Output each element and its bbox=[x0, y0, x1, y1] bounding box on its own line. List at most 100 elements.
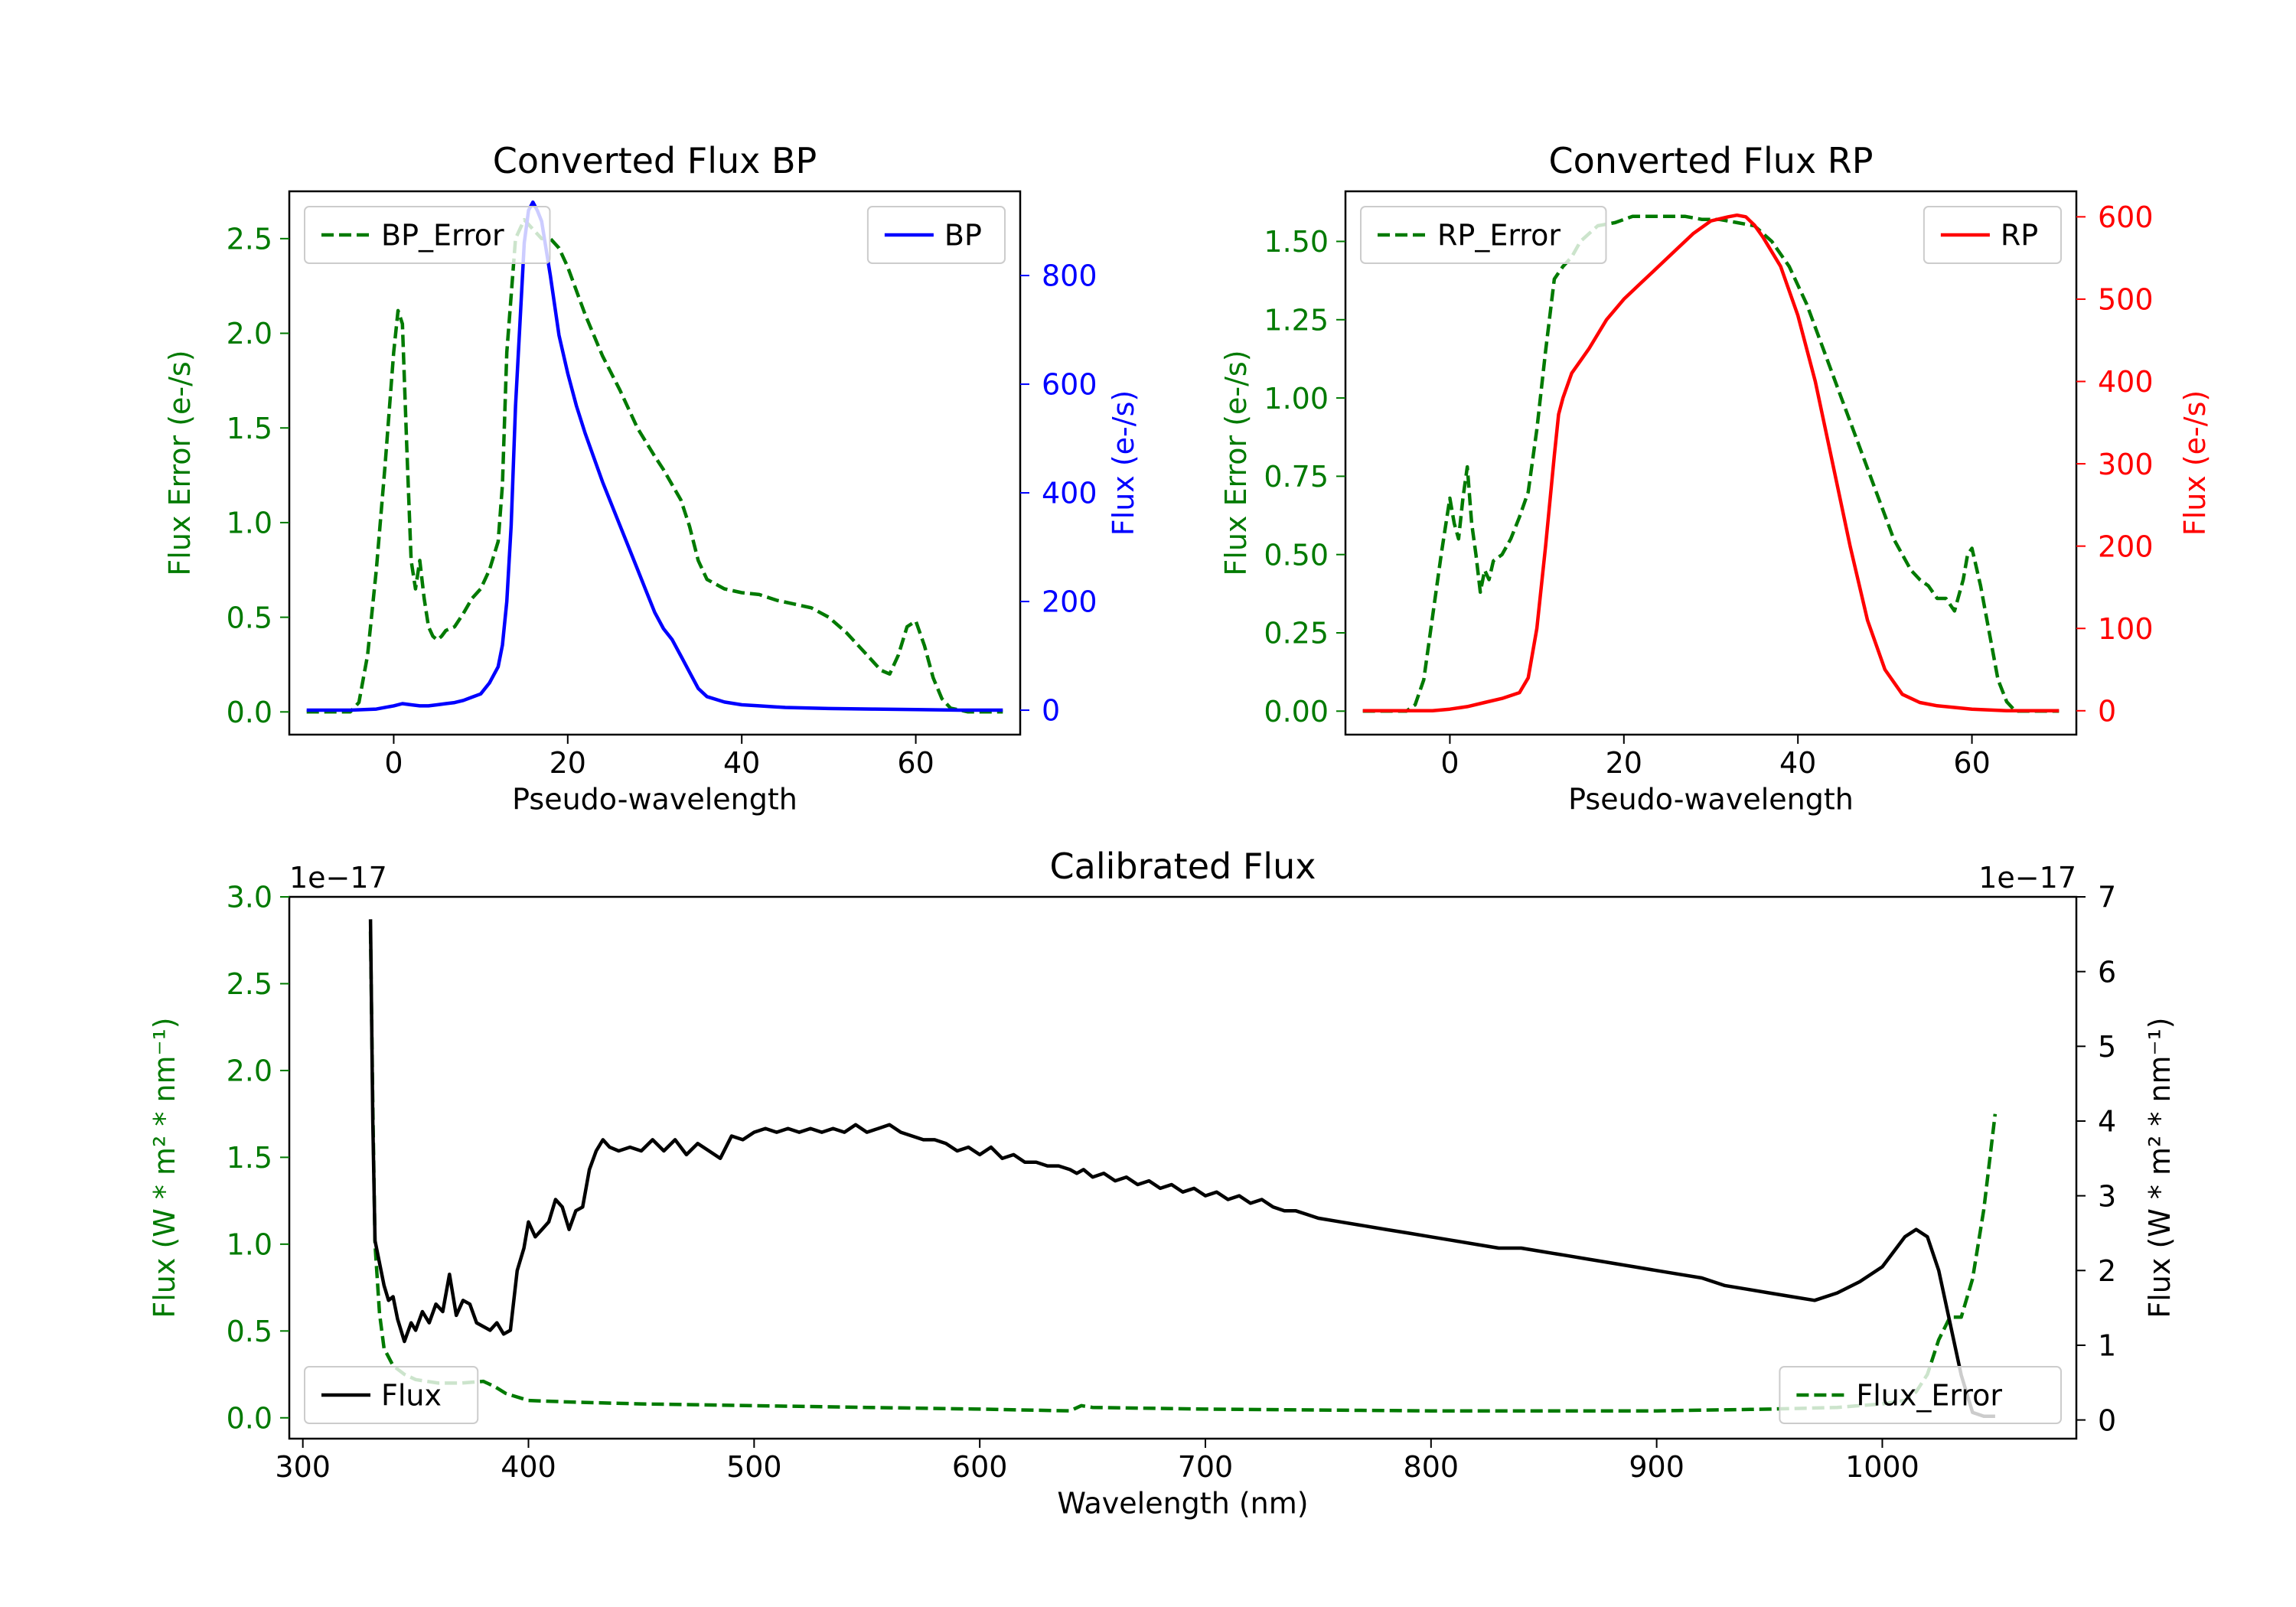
x-tick-label: 400 bbox=[501, 1450, 556, 1484]
series-rp-line bbox=[1362, 213, 2060, 713]
legend-flux-error: Flux_Error bbox=[1779, 1366, 2062, 1424]
legend-box bbox=[1779, 1366, 2062, 1424]
y-left-tick-label: 1.00 bbox=[1264, 382, 1329, 416]
x-tick-label: 800 bbox=[1404, 1450, 1459, 1484]
y-left-tick-label: 0.5 bbox=[227, 1315, 272, 1348]
y-right-tick-label: 800 bbox=[1042, 259, 1097, 293]
legend-box bbox=[304, 1366, 479, 1424]
y-right-tick-label: 0 bbox=[2098, 1403, 2116, 1437]
y-left-tick-label: 1.25 bbox=[1264, 303, 1329, 337]
x-tick-label: 0 bbox=[1440, 746, 1459, 780]
y-left-tick-label: 2.0 bbox=[227, 1054, 272, 1088]
y-left-tick-label: 0.00 bbox=[1264, 695, 1329, 729]
y-left-tick-label: 1.5 bbox=[227, 1141, 272, 1175]
y-right-axis-label: Flux (W * m² * nm⁻¹) bbox=[2143, 1017, 2177, 1318]
x-axis-label: Pseudo-wavelength bbox=[512, 783, 797, 817]
y-left-tick-label: 3.0 bbox=[227, 881, 272, 914]
y-left-axis-label: Flux Error (e-/s) bbox=[163, 350, 197, 575]
y-left-tick-label: 1.0 bbox=[227, 507, 272, 540]
chart-title: Calibrated Flux bbox=[1050, 846, 1316, 887]
x-tick-label: 40 bbox=[1779, 746, 1816, 780]
x-tick-label: 60 bbox=[1953, 746, 1990, 780]
legend-rp-error: RP_Error bbox=[1360, 206, 1607, 264]
y-left-tick-label: 1.0 bbox=[227, 1228, 272, 1262]
x-tick-label: 300 bbox=[275, 1450, 331, 1484]
x-tick-label: 0 bbox=[384, 746, 403, 780]
y-left-tick-label: 0.75 bbox=[1264, 460, 1329, 494]
y-left-tick-label: 0.0 bbox=[227, 1401, 272, 1435]
x-tick-label: 1000 bbox=[1845, 1450, 1919, 1484]
y-right-axis-label: Flux (e-/s) bbox=[1107, 390, 1140, 536]
legend-label: Flux bbox=[381, 1379, 442, 1413]
x-axis-label: Wavelength (nm) bbox=[1057, 1487, 1308, 1521]
legend-box bbox=[304, 206, 551, 264]
y-right-tick-label: 0 bbox=[2098, 694, 2116, 728]
y-right-tick-label: 400 bbox=[1042, 477, 1097, 510]
y-left-tick-label: 0.5 bbox=[227, 601, 272, 634]
y-right-axis-label: Flux (e-/s) bbox=[2178, 390, 2212, 536]
plot-frame bbox=[288, 895, 2078, 1440]
legend-label: RP bbox=[2001, 219, 2038, 253]
y-left-offset-text: 1e−17 bbox=[289, 861, 387, 895]
x-tick-label: 700 bbox=[1178, 1450, 1234, 1484]
y-left-tick-label: 1.50 bbox=[1264, 225, 1329, 259]
y-right-offset-text: 1e−17 bbox=[1978, 861, 2076, 895]
y-right-tick-label: 200 bbox=[1042, 585, 1097, 619]
legend-box bbox=[1923, 206, 2062, 264]
y-right-tick-label: 500 bbox=[2098, 283, 2154, 317]
chart-rp: 0 20 40 60 0.00 0.25 0.50 0.75 1.00 1.25 1.50 0 100 2… bbox=[1219, 140, 2212, 817]
legend-box bbox=[866, 206, 1006, 264]
legend-label: BP bbox=[944, 219, 982, 253]
y-right-tick-label: 7 bbox=[2098, 881, 2116, 914]
y-left-axis-label: Flux (W * m² * nm⁻¹) bbox=[148, 1017, 181, 1318]
legend-bp-error: BP_Error bbox=[304, 206, 551, 264]
plot-frame bbox=[1344, 190, 2078, 736]
y-right-tick-label: 100 bbox=[2098, 612, 2154, 646]
y-left-axis-label: Flux Error (e-/s) bbox=[1219, 350, 1253, 575]
y-left-tick-label: 2.0 bbox=[227, 317, 272, 350]
y-right-tick-label: 6 bbox=[2098, 955, 2116, 989]
y-right-tick-label: 5 bbox=[2098, 1030, 2116, 1064]
chart-title: Converted Flux BP bbox=[493, 140, 817, 181]
legend-label: RP_Error bbox=[1437, 219, 1561, 253]
x-axis-label: Pseudo-wavelength bbox=[1568, 783, 1854, 817]
series-flux-error-line bbox=[368, 931, 1998, 1413]
plot-frame bbox=[288, 190, 1022, 736]
y-right-tick-label: 400 bbox=[2098, 365, 2154, 399]
y-right-tick-label: 0 bbox=[1042, 694, 1060, 728]
y-left-tick-label: 2.5 bbox=[227, 967, 272, 1001]
x-tick-label: 500 bbox=[726, 1450, 782, 1484]
chart-bp: 0 20 40 60 0.0 0.5 1.0 1.5 2.0 2.5 0 200 400 600 800 Co… bbox=[163, 140, 1140, 817]
series-flux-line bbox=[368, 919, 1995, 1418]
legend-flux: Flux bbox=[304, 1366, 479, 1424]
x-tick-label: 20 bbox=[1606, 746, 1642, 780]
series-bp-line bbox=[306, 200, 1003, 712]
legend-label: BP_Error bbox=[381, 219, 504, 253]
chart-cal: 300 400 500 600 700 800 900 1000 0.0 0.5 1.0 1.5 2.0… bbox=[148, 846, 2177, 1521]
x-tick-label: 60 bbox=[897, 746, 934, 780]
x-tick-label: 20 bbox=[550, 746, 586, 780]
y-right-tick-label: 1 bbox=[2098, 1329, 2116, 1363]
y-left-tick-label: 0.50 bbox=[1264, 538, 1329, 572]
y-right-tick-label: 2 bbox=[2098, 1254, 2116, 1288]
series-bp-error-line bbox=[306, 217, 1003, 714]
y-left-tick-label: 2.5 bbox=[227, 223, 272, 256]
x-tick-label: 40 bbox=[723, 746, 760, 780]
y-left-tick-label: 0.25 bbox=[1264, 617, 1329, 650]
y-right-tick-label: 4 bbox=[2098, 1105, 2116, 1139]
legend-bp: BP bbox=[866, 206, 1006, 264]
y-left-tick-label: 0.0 bbox=[227, 696, 272, 729]
legend-box bbox=[1360, 206, 1607, 264]
y-right-tick-label: 600 bbox=[1042, 368, 1097, 402]
x-tick-label: 900 bbox=[1629, 1450, 1684, 1484]
y-right-tick-label: 200 bbox=[2098, 530, 2154, 563]
chart-title: Converted Flux RP bbox=[1549, 140, 1874, 181]
y-right-tick-label: 300 bbox=[2098, 448, 2154, 481]
legend-label: Flux_Error bbox=[1856, 1379, 2002, 1413]
legend-rp: RP bbox=[1923, 206, 2062, 264]
y-left-tick-label: 1.5 bbox=[227, 412, 272, 445]
y-right-tick-label: 3 bbox=[2098, 1179, 2116, 1213]
series-rp-error-line bbox=[1362, 214, 2060, 713]
x-tick-label: 600 bbox=[952, 1450, 1008, 1484]
